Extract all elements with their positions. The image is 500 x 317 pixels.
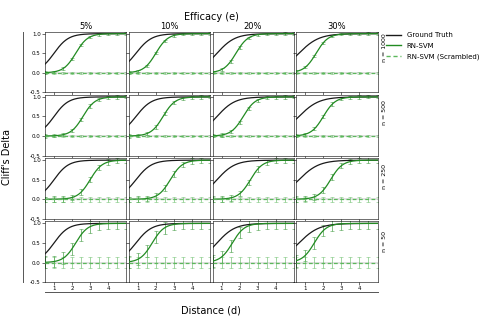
Text: Efficacy (e): Efficacy (e) <box>184 12 238 22</box>
Text: n = 1000: n = 1000 <box>382 33 386 62</box>
Legend: Ground Truth, RN-SVM, RN-SVM (Scrambled): Ground Truth, RN-SVM, RN-SVM (Scrambled) <box>386 32 480 61</box>
Title: 10%: 10% <box>160 22 178 31</box>
Title: 30%: 30% <box>328 22 346 31</box>
Text: Cliff's Delta: Cliff's Delta <box>2 129 12 185</box>
Title: 20%: 20% <box>244 22 262 31</box>
Text: n = 250: n = 250 <box>382 164 386 189</box>
Text: Distance (d): Distance (d) <box>182 305 241 315</box>
Text: n = 500: n = 500 <box>382 100 386 125</box>
Title: 5%: 5% <box>79 22 92 31</box>
Text: n = 50: n = 50 <box>382 231 386 252</box>
